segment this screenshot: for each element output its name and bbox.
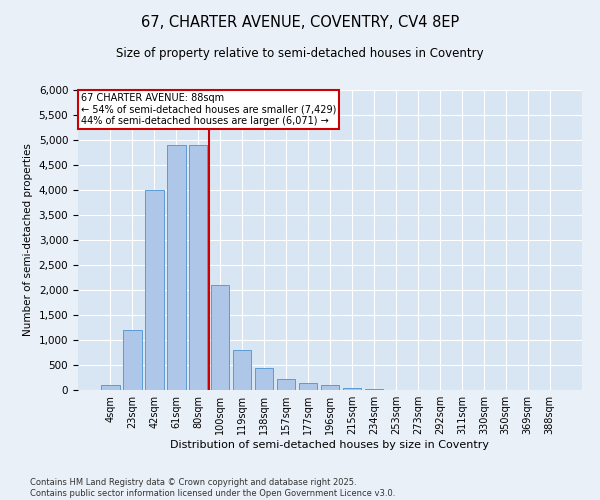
Text: 67 CHARTER AVENUE: 88sqm
← 54% of semi-detached houses are smaller (7,429)
44% o: 67 CHARTER AVENUE: 88sqm ← 54% of semi-d… xyxy=(80,93,336,126)
Bar xyxy=(189,145,208,390)
Bar xyxy=(255,368,274,390)
Bar xyxy=(320,384,340,390)
Bar xyxy=(299,382,317,390)
X-axis label: Distribution of semi-detached houses by size in Coventry: Distribution of semi-detached houses by … xyxy=(170,440,490,450)
Bar xyxy=(123,330,142,390)
Bar xyxy=(101,385,119,390)
Text: 67, CHARTER AVENUE, COVENTRY, CV4 8EP: 67, CHARTER AVENUE, COVENTRY, CV4 8EP xyxy=(141,15,459,30)
Bar xyxy=(233,350,251,390)
Text: Contains HM Land Registry data © Crown copyright and database right 2025.
Contai: Contains HM Land Registry data © Crown c… xyxy=(30,478,395,498)
Bar xyxy=(343,388,361,390)
Text: Size of property relative to semi-detached houses in Coventry: Size of property relative to semi-detach… xyxy=(116,48,484,60)
Bar xyxy=(145,190,164,390)
Y-axis label: Number of semi-detached properties: Number of semi-detached properties xyxy=(23,144,33,336)
Bar xyxy=(167,145,185,390)
Bar xyxy=(277,378,295,390)
Bar xyxy=(211,285,229,390)
